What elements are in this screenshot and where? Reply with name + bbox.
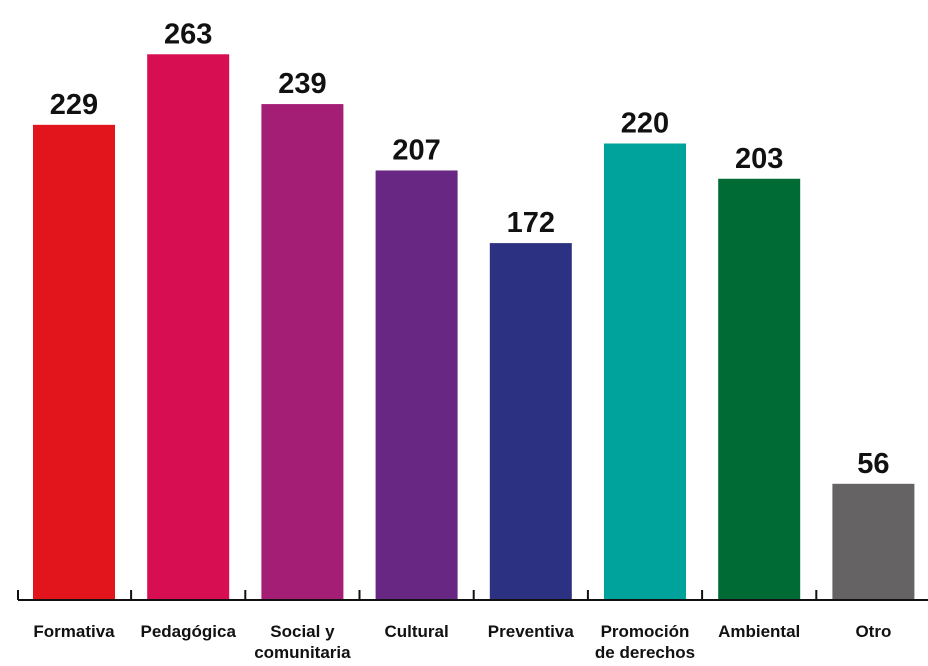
- category-label-otro: Otro: [855, 622, 891, 641]
- bar-formativa: [33, 124, 115, 600]
- value-label-preventiva: 172: [507, 207, 555, 239]
- bar-otro: [832, 483, 915, 600]
- category-label-line: Social y: [270, 622, 335, 641]
- category-label-line: Preventiva: [488, 622, 575, 641]
- bar-promocion-de-derechos: [604, 143, 686, 600]
- bar-cultural: [375, 170, 458, 600]
- category-label-line: Cultural: [384, 622, 448, 641]
- category-label-ambiental: Ambiental: [718, 622, 800, 641]
- bar-social-y-comunitaria: [261, 104, 344, 600]
- category-label-line: Promoción: [601, 622, 690, 641]
- value-label-ambiental: 203: [735, 143, 783, 175]
- value-label-formativa: 229: [50, 89, 98, 121]
- category-label-line: Formativa: [33, 622, 115, 641]
- category-labels-group: Formativa Pedagógica Social y comunitaria Cu…: [33, 622, 891, 662]
- category-label-pedagogica: Pedagógica: [140, 622, 236, 641]
- category-label-line: de derechos: [595, 643, 695, 662]
- category-label-line: Pedagógica: [140, 622, 236, 641]
- category-label-line: Ambiental: [718, 622, 800, 641]
- value-label-otro: 56: [857, 448, 889, 480]
- category-label-line: Otro: [855, 622, 891, 641]
- category-label-social-y-comunitaria: Social y comunitaria: [254, 622, 351, 662]
- bar-pedagogica: [147, 54, 230, 600]
- category-label-cultural: Cultural: [384, 622, 448, 641]
- value-labels-group: 229 263 239 207 172 220 203 56: [50, 18, 890, 480]
- value-label-promocion-de-derechos: 220: [621, 108, 669, 140]
- bar-preventiva: [489, 243, 572, 600]
- value-label-cultural: 207: [392, 134, 440, 166]
- value-label-social-y-comunitaria: 239: [278, 68, 326, 100]
- category-label-preventiva: Preventiva: [488, 622, 575, 641]
- category-label-formativa: Formativa: [33, 622, 115, 641]
- bars-group: [33, 54, 915, 600]
- bar-ambiental: [718, 178, 801, 600]
- category-label-line: comunitaria: [254, 643, 351, 662]
- category-label-promocion-de-derechos: Promoción de derechos: [595, 622, 695, 662]
- value-label-pedagogica: 263: [164, 18, 212, 50]
- x-axis: [17, 590, 928, 601]
